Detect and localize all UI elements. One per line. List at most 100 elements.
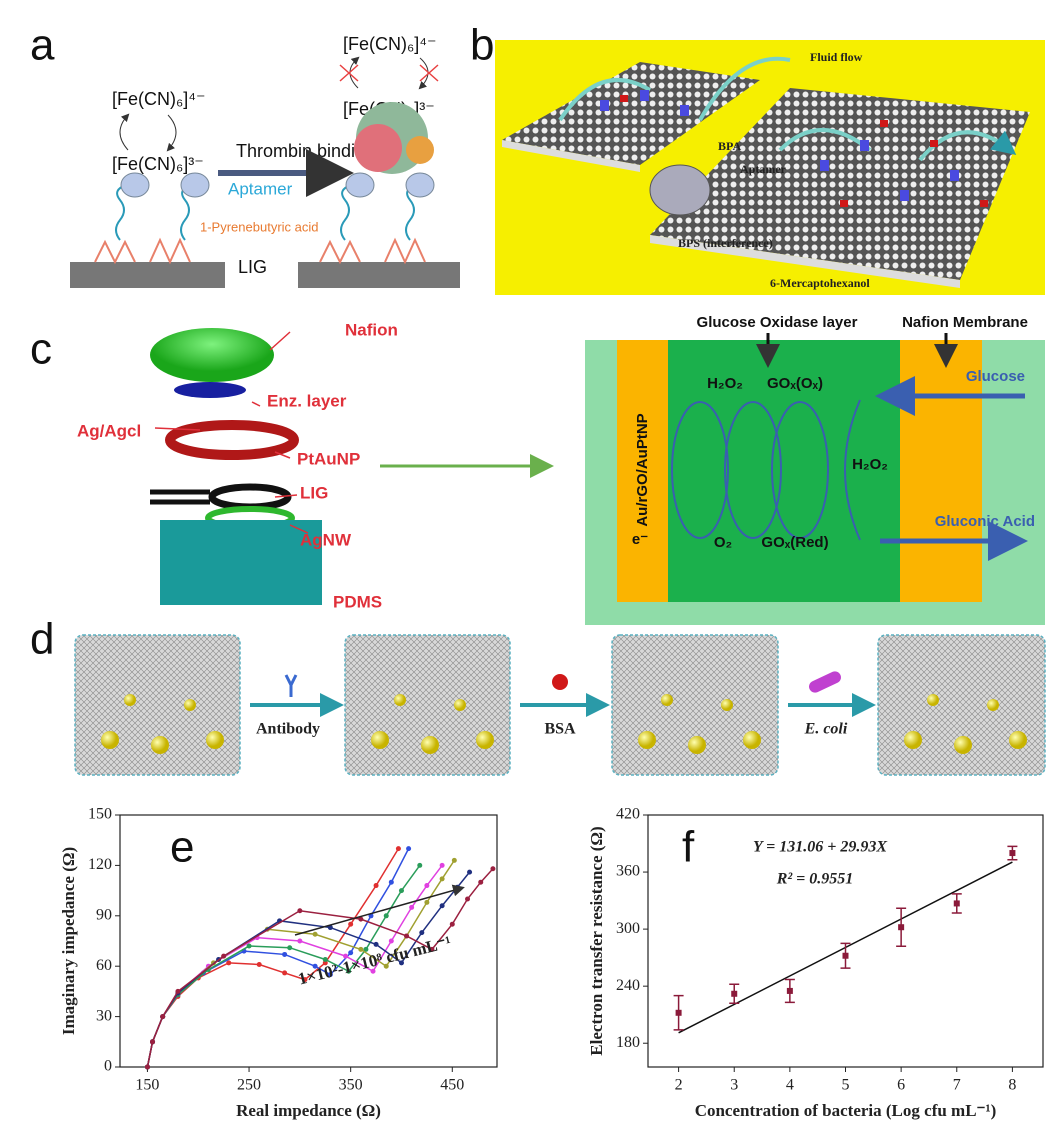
thrombin	[406, 136, 434, 164]
species: O₂	[714, 534, 732, 551]
shape	[206, 731, 224, 749]
point	[358, 916, 364, 922]
top-label: Nafion Membrane	[902, 314, 1028, 331]
shape	[611, 634, 779, 776]
mch-label: 6-Mercaptohexanol	[770, 276, 870, 290]
shape	[661, 694, 673, 706]
point	[297, 938, 303, 944]
sensor-plate	[650, 88, 1030, 280]
layer-label: Ag/Agcl	[77, 421, 141, 440]
x-tick-label: 450	[440, 1077, 464, 1094]
bsa-icon	[552, 674, 568, 690]
x-tick-label: 6	[897, 1077, 905, 1094]
shape	[184, 699, 196, 711]
point	[417, 862, 423, 868]
point	[953, 900, 960, 907]
cycle-arrow	[418, 57, 429, 90]
point	[175, 988, 181, 994]
x-tick-label: 3	[730, 1077, 738, 1094]
aptamer-label: Aptamer	[228, 179, 293, 198]
shape	[74, 634, 241, 776]
shape	[927, 694, 939, 706]
aptamer	[115, 184, 417, 241]
point	[150, 1039, 156, 1045]
y-tick-label: 150	[88, 806, 112, 823]
shape	[620, 95, 628, 102]
point	[246, 943, 252, 949]
shape	[640, 90, 649, 101]
shape	[101, 731, 119, 749]
panel-label: c	[30, 325, 52, 374]
pointer	[154, 331, 309, 534]
shape	[151, 736, 169, 754]
top-label: Glucose Oxidase layer	[697, 314, 858, 331]
series-line	[146, 859, 455, 1068]
panel-label: a	[30, 21, 55, 70]
point	[439, 903, 445, 909]
shape	[1009, 731, 1027, 749]
shape	[721, 699, 733, 711]
species: e⁻	[632, 531, 648, 548]
point	[256, 962, 262, 968]
point	[1009, 850, 1016, 857]
point	[383, 963, 389, 969]
layer-label: PDMS	[333, 592, 382, 611]
x-tick-label: 150	[135, 1077, 159, 1094]
fluid-flow-label: Fluid flow	[810, 50, 863, 64]
point	[398, 888, 404, 894]
y-tick-label: 420	[616, 806, 640, 823]
x-tick-label: 350	[339, 1077, 363, 1094]
shape	[724, 401, 782, 539]
x-tick-label: 250	[237, 1077, 261, 1094]
point	[160, 1014, 166, 1020]
plot-frame	[119, 814, 498, 1068]
shape	[124, 694, 136, 706]
species-label: [Fe(CN)₆]⁴⁻	[112, 89, 206, 109]
shape	[344, 634, 511, 776]
shape	[671, 401, 729, 539]
point	[424, 883, 430, 889]
flow-arrow	[558, 56, 1010, 160]
point	[675, 1009, 682, 1016]
panel-label: f	[682, 823, 695, 872]
point	[419, 930, 425, 936]
point	[404, 933, 410, 939]
shape	[844, 399, 861, 541]
x-tick-label: 7	[953, 1077, 961, 1094]
layer-label: PtAuNP	[297, 449, 360, 468]
panel-a: a [Fe(CN)₆]⁴⁻ [Fe(CN)₆]³⁻ Thrombin bindi…	[30, 21, 460, 288]
shape	[394, 694, 406, 706]
point	[312, 963, 318, 969]
bpa	[620, 95, 988, 207]
bps-label: BPS (interference)	[678, 236, 773, 250]
layer-label: Enz. layer	[267, 391, 347, 410]
point	[221, 953, 227, 959]
layer-label: Nafion	[345, 320, 398, 339]
shape	[950, 170, 959, 181]
y-tick-label: 120	[88, 856, 112, 873]
point	[282, 951, 288, 957]
pyrene	[94, 237, 426, 265]
point	[898, 924, 905, 931]
species: H₂O₂	[852, 456, 888, 473]
y-tick-label: 30	[96, 1007, 112, 1024]
point	[322, 956, 328, 962]
shape	[900, 190, 909, 201]
y-tick-label: 360	[616, 863, 640, 880]
point	[439, 862, 445, 868]
x-tick-label: 2	[675, 1077, 683, 1094]
point	[348, 950, 354, 956]
point	[409, 904, 415, 910]
plate-edge	[650, 235, 960, 288]
y-tick-label: 90	[96, 906, 112, 923]
cycle-arrows	[671, 399, 861, 541]
aptamer-fold	[405, 172, 435, 198]
bps	[649, 164, 711, 216]
shape	[820, 160, 829, 171]
point	[406, 846, 412, 852]
panel-label: b	[470, 21, 494, 70]
step-label: E. coli	[804, 721, 848, 738]
point	[388, 938, 394, 944]
y-tick-label: 60	[96, 957, 112, 974]
species: Glucose	[966, 368, 1025, 385]
